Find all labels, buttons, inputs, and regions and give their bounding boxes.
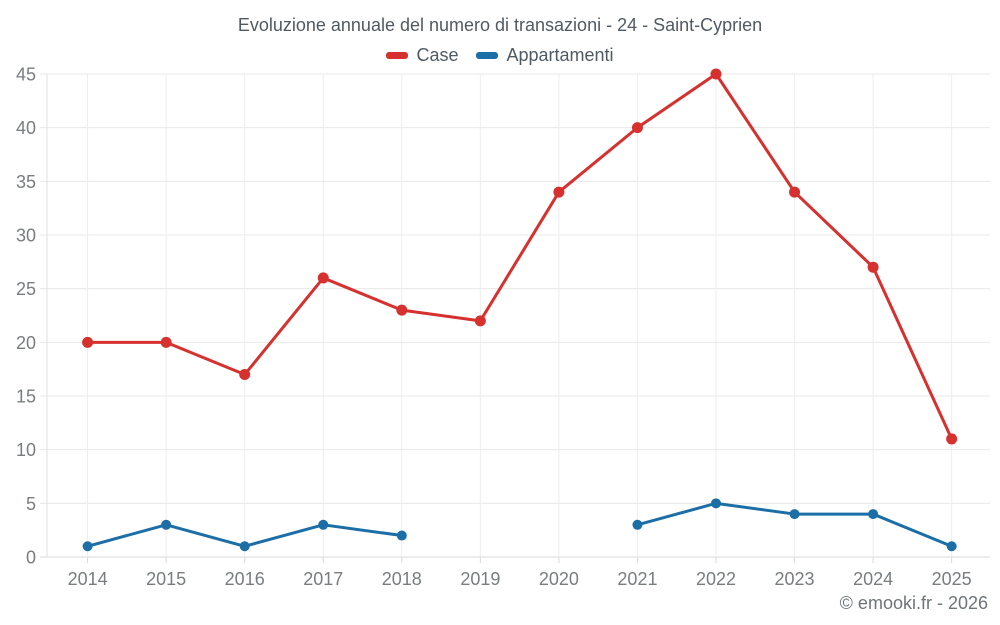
x-axis-tick-label: 2024: [853, 569, 893, 589]
appartamenti-series-swatch-icon: [476, 52, 499, 59]
appartamenti-data-point[interactable]: [946, 541, 957, 552]
legend-label-appartamenti: Appartamenti: [506, 45, 614, 65]
x-axis-tick-label: 2019: [460, 569, 500, 589]
case-data-point[interactable]: [239, 369, 251, 381]
legend-item-appartamenti[interactable]: Appartamenti: [476, 45, 614, 66]
case-data-point[interactable]: [946, 433, 958, 445]
case-series-line: [86, 72, 954, 441]
appartamenti-data-point[interactable]: [711, 498, 721, 509]
chart-title: Evoluzione annuale del numero di transaz…: [237, 15, 763, 35]
appartamenti-data-point[interactable]: [161, 519, 172, 530]
x-axis-tick-label: 2023: [775, 569, 815, 589]
y-axis-tick-label: 10: [16, 440, 36, 460]
appartamenti-data-point[interactable]: [82, 541, 93, 552]
appartamenti-data-point[interactable]: [396, 530, 407, 541]
x-axis-tick-label: 2025: [932, 569, 972, 589]
appartamenti-data-point[interactable]: [318, 519, 329, 530]
x-axis-tick-label: 2020: [539, 569, 579, 589]
y-axis-tick-label: 30: [16, 226, 36, 246]
y-axis-tick-label: 25: [16, 279, 36, 299]
case-data-point[interactable]: [631, 122, 643, 134]
appartamenti-data-point[interactable]: [789, 509, 800, 520]
x-axis-tick-label: 2014: [68, 569, 108, 589]
appartamenti-data-point[interactable]: [632, 519, 643, 530]
y-axis-tick-label: 20: [16, 333, 36, 353]
legend-label-case: Case: [416, 45, 459, 65]
x-axis-tick-label: 2022: [696, 569, 736, 589]
x-axis-tick-label: 2016: [225, 569, 265, 589]
case-data-point[interactable]: [789, 186, 801, 198]
y-axis-tick-label: 0: [26, 548, 36, 568]
case-data-point[interactable]: [317, 272, 329, 284]
chart-legend: Case Appartamenti: [0, 45, 1000, 66]
case-data-point[interactable]: [474, 315, 486, 327]
y-axis-tick-label: 35: [16, 172, 36, 192]
x-axis-tick-label: 2018: [382, 569, 422, 589]
y-axis-tick-label: 40: [16, 118, 36, 138]
case-data-point[interactable]: [82, 336, 94, 348]
y-axis-tick-label: 5: [26, 494, 36, 514]
case-data-point[interactable]: [553, 186, 565, 198]
legend-item-case[interactable]: Case: [386, 45, 458, 66]
case-data-point[interactable]: [867, 261, 879, 273]
y-axis-tick-label: 15: [16, 387, 36, 407]
appartamenti-data-point[interactable]: [239, 541, 250, 552]
x-axis-tick-label: 2017: [303, 569, 343, 589]
x-axis-tick-label: 2015: [146, 569, 186, 589]
appartamenti-data-point[interactable]: [868, 509, 879, 520]
x-axis-tick-label: 2021: [617, 569, 657, 589]
case-series-swatch-icon: [386, 52, 409, 59]
case-data-point[interactable]: [160, 336, 172, 348]
copyright-text: © emooki.fr - 2026: [839, 593, 988, 613]
case-data-point[interactable]: [710, 68, 722, 80]
case-data-point[interactable]: [396, 304, 408, 316]
y-axis-tick-label: 45: [16, 65, 36, 85]
